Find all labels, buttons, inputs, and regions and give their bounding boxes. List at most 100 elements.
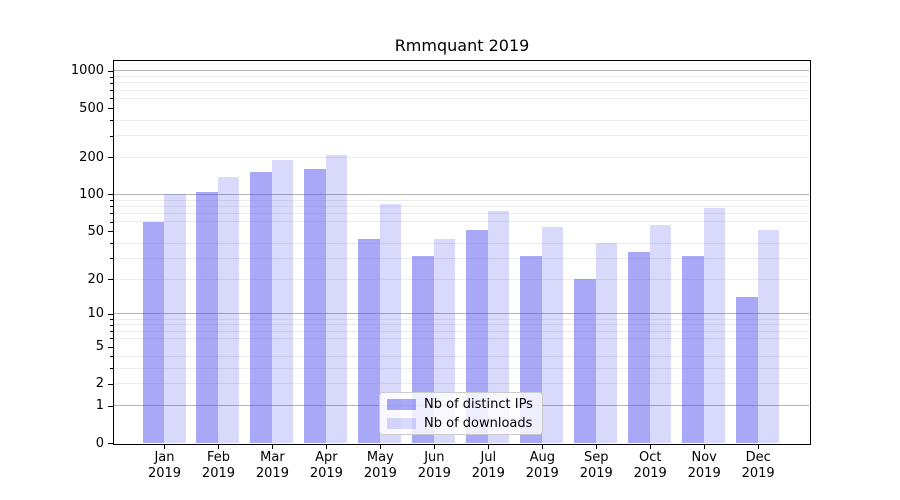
x-tick-mark xyxy=(649,445,651,449)
bar-downloads xyxy=(164,193,186,443)
x-tick-month: Jul xyxy=(480,450,497,465)
y-minor-tick-mark xyxy=(110,383,113,385)
y-minor-tick-mark xyxy=(110,221,113,223)
x-tick-mark xyxy=(541,445,543,449)
legend-label-distinct-ips: Nb of distinct IPs xyxy=(424,396,533,412)
x-tick-label: Dec 2019 xyxy=(730,450,786,482)
major-gridline xyxy=(114,70,809,72)
x-tick-month: Apr xyxy=(315,450,338,465)
minor-gridline xyxy=(114,135,809,137)
x-tick-mark xyxy=(703,445,705,449)
bar-downloads xyxy=(271,159,294,443)
y-minor-tick-mark xyxy=(110,338,113,340)
y-minor-tick-mark xyxy=(110,356,113,358)
y-tick-label: 100 xyxy=(79,186,104,202)
minor-gridline xyxy=(114,318,809,320)
bar-distinct-ips xyxy=(574,279,596,443)
x-tick-year: 2019 xyxy=(687,466,721,481)
bar-downloads xyxy=(379,204,402,443)
minor-gridline xyxy=(114,156,809,158)
x-tick-label: May 2019 xyxy=(352,450,408,482)
bar-distinct-ips xyxy=(196,191,218,443)
major-gridline xyxy=(114,313,809,315)
x-tick-label: Jun 2019 xyxy=(406,450,462,482)
y-tick-mark xyxy=(108,443,113,444)
x-tick-month: Jan xyxy=(154,450,175,465)
legend-swatch-distinct-ips xyxy=(387,398,416,410)
x-tick-label: Feb 2019 xyxy=(190,450,246,482)
minor-gridline xyxy=(114,257,809,259)
bar-downloads xyxy=(325,154,348,443)
bar-distinct-ips xyxy=(628,251,650,443)
x-tick-label: Apr 2019 xyxy=(298,450,354,482)
y-minor-tick-mark xyxy=(110,368,113,370)
y-minor-tick-mark xyxy=(110,200,113,202)
y-minor-tick-mark xyxy=(110,76,113,78)
y-minor-tick-mark xyxy=(110,243,113,244)
plot-canvas xyxy=(114,61,809,443)
x-tick-month: Dec xyxy=(745,450,771,465)
y-tick-label: 2 xyxy=(95,376,104,392)
x-tick-year: 2019 xyxy=(417,466,451,481)
minor-gridline xyxy=(114,337,809,339)
y-tick-label: 5 xyxy=(95,339,104,354)
minor-gridline xyxy=(114,82,809,84)
minor-gridline xyxy=(114,242,809,244)
y-tick-label: 500 xyxy=(79,100,104,116)
legend-entry-distinct-ips: Nb of distinct IPs xyxy=(387,396,542,412)
x-tick-mark xyxy=(379,445,381,449)
y-minor-tick-mark xyxy=(110,98,113,100)
x-tick-month: May xyxy=(366,450,394,465)
minor-gridline xyxy=(114,383,809,385)
x-tick-year: 2019 xyxy=(309,466,343,481)
y-tick-label: 50 xyxy=(87,223,104,239)
legend: Nb of distinct IPs Nb of downloads xyxy=(379,392,543,435)
bar-downloads xyxy=(541,227,564,443)
minor-gridline xyxy=(114,324,809,326)
y-tick-mark xyxy=(108,405,113,407)
minor-gridline xyxy=(114,330,809,332)
x-tick-mark xyxy=(271,445,273,449)
minor-gridline xyxy=(114,119,809,121)
minor-gridline xyxy=(114,76,809,78)
y-minor-tick-mark xyxy=(110,331,113,333)
x-tick-label: Mar 2019 xyxy=(244,450,300,482)
x-tick-year: 2019 xyxy=(201,466,236,481)
x-tick-label: Sep 2019 xyxy=(568,450,624,482)
x-tick-year: 2019 xyxy=(633,466,667,481)
y-tick-mark xyxy=(108,70,113,72)
y-tick-label: 1000 xyxy=(70,63,104,79)
bar-distinct-ips xyxy=(250,171,272,443)
bar-distinct-ips xyxy=(358,239,380,443)
minor-gridline xyxy=(114,278,809,280)
x-tick-year: 2019 xyxy=(471,466,505,481)
minor-gridline xyxy=(114,97,809,99)
minor-gridline xyxy=(114,367,809,369)
y-tick-mark xyxy=(108,108,113,110)
x-tick-label: Nov 2019 xyxy=(676,450,732,482)
y-minor-tick-mark xyxy=(110,279,113,281)
y-minor-tick-mark xyxy=(110,82,113,84)
bar-distinct-ips xyxy=(466,230,488,443)
x-tick-year: 2019 xyxy=(741,466,775,481)
x-tick-year: 2019 xyxy=(579,466,613,481)
minor-gridline xyxy=(114,205,809,207)
x-tick-month: Nov xyxy=(691,450,717,465)
x-tick-label: Aug 2019 xyxy=(514,450,570,482)
x-tick-year: 2019 xyxy=(147,466,182,481)
bar-distinct-ips xyxy=(304,169,326,443)
minor-gridline xyxy=(114,212,809,214)
x-tick-label: Jul 2019 xyxy=(460,450,516,482)
y-tick-mark xyxy=(108,313,113,315)
y-minor-tick-mark xyxy=(110,319,113,320)
x-tick-mark xyxy=(325,445,327,449)
y-tick-label: 10 xyxy=(87,306,104,322)
bar-distinct-ips xyxy=(736,297,758,443)
x-tick-mark xyxy=(217,445,219,449)
bar-downloads xyxy=(703,208,726,443)
legend-entry-downloads: Nb of downloads xyxy=(387,415,542,431)
y-minor-tick-mark xyxy=(110,206,113,208)
x-tick-month: Oct xyxy=(638,450,662,465)
major-gridline xyxy=(114,193,809,195)
